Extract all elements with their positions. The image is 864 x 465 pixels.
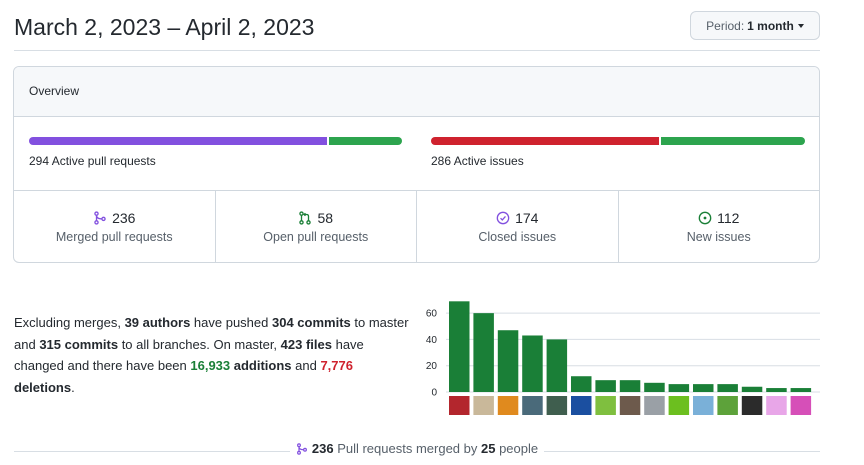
contributor-bar bbox=[595, 380, 616, 392]
contributor-avatar bbox=[473, 396, 494, 415]
summary-text: . bbox=[71, 379, 75, 395]
closed-segment bbox=[431, 137, 660, 145]
contributor-bar bbox=[473, 313, 494, 392]
contributor-avatar bbox=[497, 396, 519, 415]
overview-bars: 294 Active pull requests 286 Active issu… bbox=[14, 117, 819, 191]
summary-text: to all branches. On master, bbox=[118, 336, 281, 352]
summary-text: have pushed bbox=[190, 315, 272, 330]
closed-label: Closed issues bbox=[478, 230, 557, 244]
deletions-word: deletions bbox=[14, 379, 72, 395]
contributor-avatar bbox=[668, 396, 690, 415]
y-tick-label: 40 bbox=[426, 335, 438, 346]
stat-closed-issues[interactable]: 174 Closed issues bbox=[417, 191, 619, 262]
contributor-bar bbox=[766, 388, 787, 392]
issues-progress-bar[interactable] bbox=[431, 137, 805, 145]
footer-merged-count: 236 bbox=[311, 441, 334, 456]
issue-closed-icon bbox=[496, 211, 510, 225]
closed-count: 174 bbox=[515, 210, 539, 226]
contributor-bar bbox=[693, 384, 714, 392]
new-count: 112 bbox=[717, 210, 740, 226]
y-tick-label: 60 bbox=[426, 309, 438, 320]
contributor-avatar bbox=[790, 396, 812, 415]
contributor-bar bbox=[571, 376, 592, 392]
stat-merged-pull-requests[interactable]: 236 Merged pull requests bbox=[14, 191, 216, 262]
contributor-bar bbox=[790, 388, 812, 392]
active-pull-requests-label[interactable]: 294 Active pull requests bbox=[29, 154, 156, 168]
merged-count: 236 bbox=[112, 210, 136, 226]
contributor-avatar bbox=[741, 396, 763, 415]
active-pull-requests-text: Active pull requests bbox=[51, 154, 156, 168]
footer-people-count: 25 bbox=[480, 441, 496, 456]
contributor-avatar bbox=[644, 396, 665, 415]
open-label: Open pull requests bbox=[263, 230, 369, 244]
overview-stats: 236 Merged pull requests 58 Open pull re… bbox=[14, 191, 819, 262]
git-pull-request-icon bbox=[299, 211, 312, 225]
stat-open-pull-requests[interactable]: 58 Open pull requests bbox=[216, 191, 417, 262]
pull-requests-progress-bar[interactable] bbox=[29, 137, 402, 145]
merged-segment bbox=[29, 137, 328, 145]
new-label: New issues bbox=[686, 230, 751, 244]
overview-title: Overview bbox=[14, 67, 819, 117]
active-issues-count: 286 bbox=[431, 154, 452, 168]
contributor-avatar bbox=[766, 396, 787, 415]
deletions-count: 7,776 bbox=[320, 358, 353, 373]
y-tick-label: 20 bbox=[426, 361, 438, 372]
authors-count: 39 authors bbox=[124, 315, 191, 330]
contributor-bar bbox=[546, 339, 568, 392]
contributor-avatar bbox=[619, 396, 641, 415]
contributor-bar bbox=[497, 330, 519, 392]
summary-text: Excluding merges, bbox=[14, 315, 125, 330]
contributor-avatar bbox=[571, 396, 592, 415]
period-value: 1 month bbox=[747, 18, 794, 33]
merged-label: Merged pull requests bbox=[55, 230, 173, 244]
git-merge-icon bbox=[296, 442, 307, 455]
stat-new-issues[interactable]: 112 New issues bbox=[619, 191, 820, 262]
git-merge-icon bbox=[94, 211, 106, 225]
contributor-bar bbox=[449, 301, 470, 392]
date-range-title: March 2, 2023 – April 2, 2023 bbox=[14, 14, 315, 40]
page-header: March 2, 2023 – April 2, 2023 Period: 1 … bbox=[14, 0, 820, 51]
period-dropdown-button[interactable]: Period: 1 month bbox=[690, 11, 820, 40]
contributor-bar bbox=[717, 384, 738, 392]
files-count: 423 files bbox=[280, 336, 332, 352]
contributor-avatar bbox=[546, 396, 568, 415]
merged-footer: 236 Pull requests merged by 25 people bbox=[14, 437, 820, 465]
new-segment bbox=[661, 137, 805, 145]
footer-text: Pull requests merged by bbox=[333, 441, 481, 456]
active-issues-text: Active issues bbox=[453, 154, 524, 168]
contributor-avatar bbox=[449, 396, 470, 415]
contributor-avatar bbox=[693, 396, 714, 415]
y-tick-label: 0 bbox=[431, 388, 437, 399]
commits-master-count: 304 commits bbox=[272, 315, 351, 330]
contributor-avatar bbox=[522, 396, 543, 415]
summary-text: to master and bbox=[14, 315, 409, 352]
active-issues-label[interactable]: 286 Active issues bbox=[431, 154, 524, 168]
commits-all-count: 315 commits bbox=[39, 336, 119, 352]
active-pull-requests-count: 294 bbox=[29, 154, 50, 168]
issue-opened-icon bbox=[698, 211, 712, 225]
contributor-bar bbox=[644, 382, 665, 392]
contributor-avatar bbox=[717, 396, 738, 415]
summary-text: and bbox=[291, 358, 321, 373]
contributor-avatar bbox=[595, 396, 616, 415]
additions-count: 16,933 bbox=[190, 358, 231, 373]
open-count: 58 bbox=[317, 210, 334, 226]
period-label: Period: bbox=[706, 18, 745, 33]
contributor-bar bbox=[522, 335, 543, 392]
contributor-bar bbox=[668, 384, 690, 392]
contributors-bar-chart: 0 20 40 60 bbox=[426, 301, 820, 415]
additions-word: additions bbox=[230, 358, 292, 373]
contributor-bar bbox=[741, 386, 763, 392]
summary-text: have changed and there have been bbox=[14, 336, 364, 374]
open-segment bbox=[329, 137, 402, 145]
footer-text: people bbox=[495, 441, 539, 456]
caret-down-icon bbox=[797, 23, 804, 28]
overview-panel: Overview 294 Active pull requests 286 Ac… bbox=[13, 66, 820, 263]
commit-summary: Excluding merges, 39 authors have pushed… bbox=[14, 312, 414, 398]
contributor-bar bbox=[619, 380, 641, 392]
